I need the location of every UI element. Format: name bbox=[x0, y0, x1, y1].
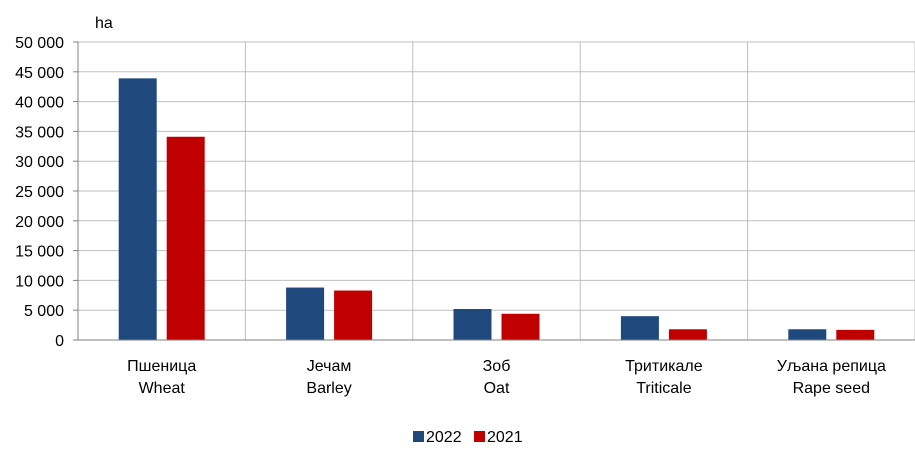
y-tick-label: 20 000 bbox=[15, 214, 64, 231]
bars-layer bbox=[118, 78, 875, 340]
bar-2022-rape-seed bbox=[788, 329, 827, 340]
bar-2022-oat bbox=[453, 309, 492, 340]
x-tick-label: Rape seed bbox=[793, 380, 870, 397]
y-tick-label: 30 000 bbox=[15, 154, 64, 171]
y-tick-label: 15 000 bbox=[15, 244, 64, 261]
bar-2021-oat bbox=[501, 313, 540, 340]
y-tick-label: 25 000 bbox=[15, 184, 64, 201]
bar-2022-triticale bbox=[620, 316, 659, 340]
y-tick-label: 0 bbox=[55, 333, 64, 350]
bar-2021-triticale bbox=[668, 329, 707, 340]
y-axis-unit-label: ha bbox=[95, 15, 113, 32]
x-tick-labels: Пшеница Wheat Јечам Barley Зоб Oat Тритикале Tr… bbox=[127, 358, 886, 397]
bar-2022-barley bbox=[286, 287, 325, 340]
y-tick-label: 35 000 bbox=[15, 124, 64, 141]
legend: 2022 2021 bbox=[413, 429, 523, 446]
x-tick-label: Зоб bbox=[483, 358, 511, 375]
legend-label: 2022 bbox=[426, 429, 462, 446]
x-tick-label: Пшеница bbox=[127, 358, 196, 375]
legend-swatch bbox=[413, 431, 424, 442]
grid-layer bbox=[78, 41, 915, 340]
y-tick-label: 45 000 bbox=[15, 65, 64, 82]
y-tick-label: 50 000 bbox=[15, 35, 64, 52]
x-tick-label: Уљана репица bbox=[777, 358, 886, 375]
x-tick-label: Triticale bbox=[636, 380, 692, 397]
y-tick-labels: 0 5 000 10 000 15 000 20 000 25 000 30 000 35 0… bbox=[15, 35, 78, 350]
bar-2021-barley bbox=[334, 290, 373, 340]
x-tick-label: Barley bbox=[306, 380, 351, 397]
y-tick-label: 5 000 bbox=[24, 303, 64, 320]
bar-2022-wheat bbox=[118, 78, 157, 340]
legend-swatch bbox=[474, 431, 485, 442]
bar-2021-wheat bbox=[166, 136, 205, 340]
legend-label: 2021 bbox=[487, 429, 523, 446]
y-tick-label: 10 000 bbox=[15, 273, 64, 290]
x-tick-label: Јечам bbox=[307, 358, 352, 375]
x-tick-label: Wheat bbox=[139, 380, 186, 397]
y-tick-label: 40 000 bbox=[15, 95, 64, 112]
x-tick-label: Oat bbox=[484, 380, 510, 397]
bar-2021-rape-seed bbox=[836, 329, 875, 340]
x-tick-label: Тритикале bbox=[625, 358, 703, 375]
